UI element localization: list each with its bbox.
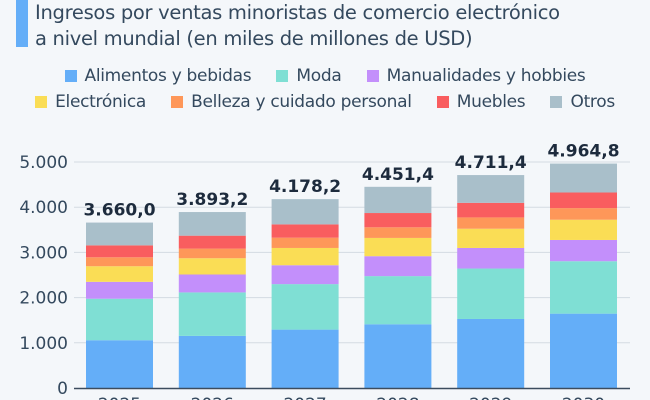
bar-segment-alimentos-y-bebidas-2026: [178, 335, 246, 388]
legend-label: Muebles: [456, 92, 526, 112]
chart-title-line-1: Ingresos por ventas minoristas de comerc…: [35, 1, 560, 24]
bar-segment-electr-nica-2026: [178, 258, 246, 275]
legend-label: Otros: [570, 92, 615, 112]
y-tick-label: 5.000: [19, 153, 68, 173]
x-tick-label-2027: 2027: [283, 395, 326, 400]
bar-segment-otros-2030: [550, 163, 617, 193]
chart-title-line-2: a nivel mundial (en miles de millones de…: [35, 27, 473, 50]
bar-segment-electr-nica-2025: [86, 266, 153, 282]
total-label-2029: 4.711,4: [455, 153, 527, 173]
legend-item-moda: Moda: [276, 66, 342, 86]
legend-label: Alimentos y bebidas: [84, 66, 252, 86]
y-tick-label: 0: [57, 379, 68, 399]
legend-swatch: [171, 96, 184, 108]
legend-label: Electrónica: [55, 92, 147, 112]
legend-swatch: [64, 70, 77, 82]
chart-title: Ingresos por ventas minoristas de comerc…: [35, 0, 560, 52]
bar-segment-muebles-2029: [457, 202, 525, 218]
bar-segment-manualidades-y-hobbies-2029: [457, 247, 525, 269]
bar-segment-moda-2026: [178, 292, 246, 336]
x-tick-label-2029: 2029: [469, 395, 512, 400]
x-tick-label-2030: 2030: [562, 395, 605, 400]
total-label-2030: 4.964,8: [547, 142, 619, 162]
y-tick-label: 2.000: [19, 289, 68, 309]
bar-segment-alimentos-y-bebidas-2029: [457, 318, 525, 388]
bar-segment-electr-nica-2029: [457, 228, 525, 248]
title-accent-bar: [16, 0, 28, 47]
bar-segment-otros-2028: [364, 186, 432, 214]
bar-segment-muebles-2030: [550, 192, 617, 209]
legend-label: Manualidades y hobbies: [386, 66, 586, 86]
bar-segment-otros-2027: [271, 199, 339, 225]
legend-swatch: [35, 96, 48, 108]
legend-swatch: [436, 96, 449, 108]
bar-segment-belleza-y-cuidado-personal-2029: [457, 217, 525, 229]
x-tick-label-2028: 2028: [376, 395, 419, 400]
legend-label: Moda: [296, 66, 342, 86]
bar-segment-alimentos-y-bebidas-2030: [550, 313, 617, 388]
legend-swatch: [276, 70, 289, 82]
legend-swatch: [366, 70, 379, 82]
bar-segment-otros-2026: [178, 212, 246, 236]
bar-segment-muebles-2028: [364, 213, 432, 228]
y-tick-label: 3.000: [19, 243, 68, 263]
bar-segment-manualidades-y-hobbies-2026: [178, 274, 246, 293]
legend-item-electronica: Electrónica: [35, 92, 146, 112]
legend-row-1: Alimentos y bebidas Moda Manualidades y …: [0, 66, 650, 86]
bar-segment-belleza-y-cuidado-personal-2025: [86, 257, 153, 267]
bar-segment-moda-2029: [457, 268, 525, 319]
y-tick-label: 4.000: [19, 198, 68, 218]
bar-segment-manualidades-y-hobbies-2030: [550, 239, 617, 262]
bar-segment-moda-2027: [271, 284, 339, 330]
bar-segment-moda-2030: [550, 261, 617, 314]
bar-segment-manualidades-y-hobbies-2028: [364, 256, 432, 277]
total-label-2025: 3.660,0: [83, 201, 155, 221]
bar-segment-manualidades-y-hobbies-2027: [271, 265, 339, 285]
legend-item-otros: Otros: [550, 92, 615, 112]
bar-segment-otros-2029: [457, 175, 525, 203]
bar-segment-belleza-y-cuidado-personal-2026: [178, 248, 246, 259]
bar-segment-electr-nica-2028: [364, 237, 432, 257]
legend-label: Belleza y cuidado personal: [191, 92, 412, 112]
legend-item-belleza: Belleza y cuidado personal: [171, 92, 412, 112]
x-tick-label-2026: 2026: [191, 395, 234, 400]
total-label-2027: 4.178,2: [269, 177, 341, 197]
bar-segment-muebles-2026: [178, 235, 246, 249]
bar-segment-alimentos-y-bebidas-2025: [86, 340, 153, 388]
x-tick-label-2025: 2025: [98, 395, 141, 400]
bar-segment-belleza-y-cuidado-personal-2028: [364, 227, 432, 238]
y-tick-label: 1.000: [19, 334, 68, 354]
bar-segment-electr-nica-2027: [271, 247, 339, 266]
legend-item-manualidades: Manualidades y hobbies: [366, 66, 586, 86]
bar-segment-otros-2025: [86, 222, 153, 246]
bar-segment-alimentos-y-bebidas-2027: [271, 329, 339, 388]
bar-segment-belleza-y-cuidado-personal-2027: [271, 237, 339, 248]
bar-segment-manualidades-y-hobbies-2025: [86, 281, 153, 299]
legend-item-muebles: Muebles: [436, 92, 526, 112]
bar-segment-muebles-2027: [271, 224, 339, 238]
total-label-2026: 3.893,2: [176, 190, 248, 210]
bar-segment-muebles-2025: [86, 245, 153, 258]
bar-segment-moda-2025: [86, 298, 153, 341]
total-label-2028: 4.451,4: [362, 165, 434, 185]
bar-segment-belleza-y-cuidado-personal-2030: [550, 208, 617, 220]
bar-segment-alimentos-y-bebidas-2028: [364, 324, 432, 388]
legend-row-2: Electrónica Belleza y cuidado personal M…: [0, 92, 650, 112]
bar-segment-electr-nica-2030: [550, 219, 617, 240]
bar-segment-moda-2028: [364, 276, 432, 325]
legend-item-alimentos: Alimentos y bebidas: [64, 66, 252, 86]
legend-swatch: [550, 96, 563, 108]
